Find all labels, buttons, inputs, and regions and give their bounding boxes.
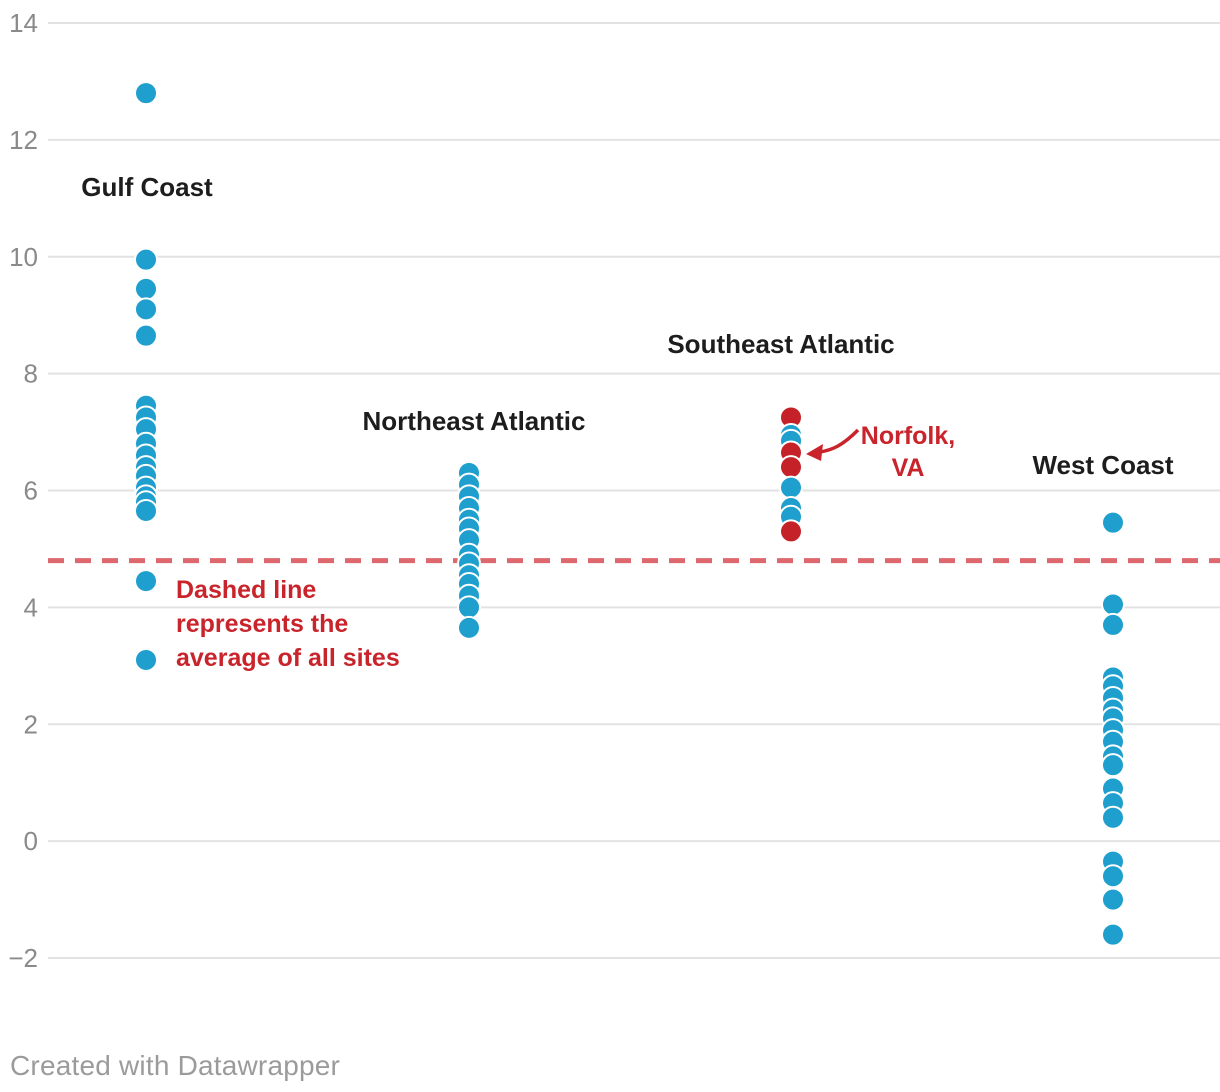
norfolk-arrow (819, 428, 860, 454)
data-point (134, 647, 158, 672)
y-tick-label: 0 (24, 826, 38, 856)
y-tick-label: 6 (24, 476, 38, 506)
group-label: Southeast Atlantic (667, 329, 894, 359)
annotation-norfolk-text: Norfolk, (861, 422, 955, 450)
data-point (1101, 753, 1125, 778)
data-point-highlighted (779, 519, 803, 544)
data-point (134, 276, 158, 301)
data-point (134, 247, 158, 272)
data-point (457, 615, 481, 640)
data-point (1101, 887, 1125, 912)
data-point (457, 595, 481, 620)
data-point-highlighted (779, 455, 803, 480)
annotation-average-line-text: represents the (176, 610, 348, 638)
data-point (1101, 805, 1125, 830)
annotation-norfolk-text: VA (892, 454, 925, 482)
y-tick-label: 14 (9, 8, 38, 38)
group-label: Gulf Coast (81, 172, 213, 202)
data-point (1101, 592, 1125, 617)
norfolk-arrowhead (806, 444, 823, 461)
y-tick-label: 8 (24, 359, 38, 389)
annotation-average-line-text: average of all sites (176, 644, 400, 672)
data-point (134, 498, 158, 523)
y-tick-label: 2 (24, 709, 38, 739)
attribution-text: Created with Datawrapper (10, 1050, 341, 1081)
y-tick-label: 10 (9, 242, 38, 272)
y-tick-label: 12 (9, 125, 38, 155)
group-label: Northeast Atlantic (363, 406, 586, 436)
data-point (1101, 922, 1125, 947)
group-label: West Coast (1032, 450, 1173, 480)
data-point (134, 323, 158, 348)
annotation-average-line-text: Dashed line (176, 576, 316, 604)
data-point (1101, 510, 1125, 535)
y-tick-label: −2 (8, 943, 38, 973)
data-point (134, 81, 158, 106)
data-point (134, 297, 158, 322)
data-point (1101, 612, 1125, 637)
data-point (1101, 864, 1125, 889)
data-point (134, 569, 158, 594)
y-tick-label: 4 (24, 592, 38, 622)
data-point (779, 475, 803, 500)
